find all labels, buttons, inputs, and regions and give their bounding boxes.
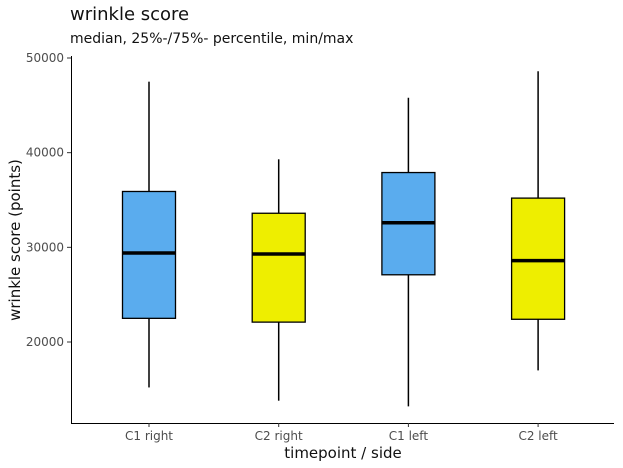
y-tick-label: 20000 bbox=[26, 335, 64, 349]
box-group bbox=[510, 71, 566, 371]
box-group bbox=[381, 97, 436, 407]
chart-subtitle: median, 25%-/75%- percentile, min/max bbox=[70, 31, 354, 47]
chart-title: wrinkle score bbox=[70, 4, 190, 25]
y-ticks: 20000 30000 40000 50000 bbox=[26, 51, 71, 349]
y-tick-label: 40000 bbox=[26, 146, 64, 160]
x-tick-label: C2 right bbox=[255, 429, 303, 443]
x-ticks: C1 right C2 right C1 left C2 left bbox=[125, 423, 558, 443]
x-axis-title: timepoint / side bbox=[284, 444, 401, 462]
box-group bbox=[251, 159, 306, 401]
axes bbox=[71, 56, 614, 424]
box-iqr bbox=[251, 212, 306, 323]
y-tick-label: 50000 bbox=[26, 51, 64, 65]
x-tick-label: C1 right bbox=[125, 429, 173, 443]
box-iqr bbox=[121, 190, 177, 319]
x-tick-label: C2 left bbox=[518, 429, 558, 443]
y-axis-title: wrinkle score (points) bbox=[6, 159, 24, 321]
box-group bbox=[121, 81, 177, 388]
box-iqr bbox=[510, 197, 566, 320]
y-tick-label: 30000 bbox=[26, 240, 64, 254]
x-tick-label: C1 left bbox=[389, 429, 429, 443]
boxes bbox=[121, 71, 566, 407]
